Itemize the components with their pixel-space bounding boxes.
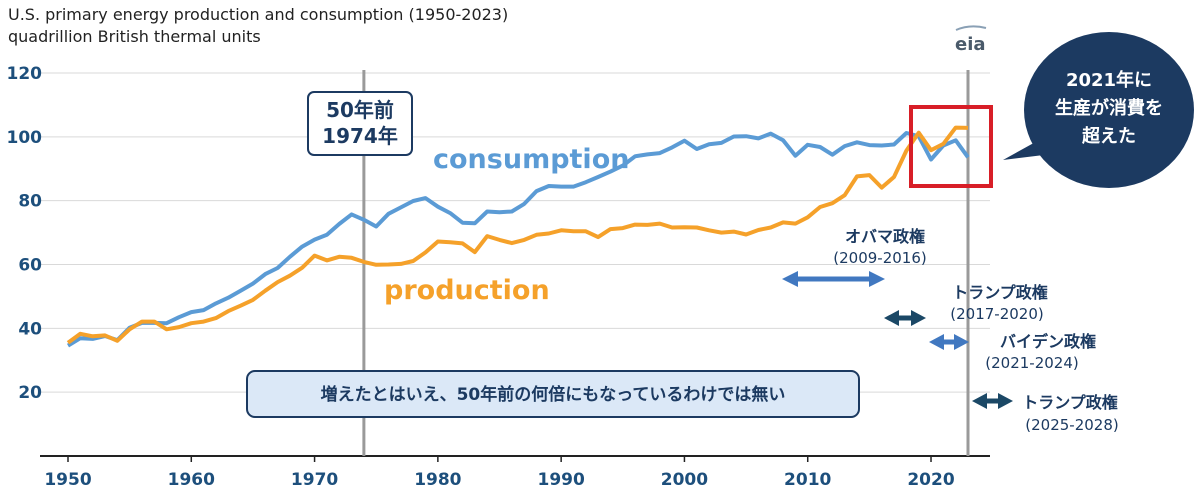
callout-bubble: 2021年に 生産が消費を 超えた <box>1003 32 1194 188</box>
fifty-years-ago-line2: 1974年 <box>322 124 398 148</box>
chart-title: U.S. primary energy production and consu… <box>8 5 508 24</box>
fifty-years-ago-line1: 50年前 <box>326 98 394 122</box>
era-trump-1: トランプ政権 (2017-2020) <box>884 283 1048 326</box>
x-tick-label: 1980 <box>414 470 461 490</box>
x-tick-label: 2010 <box>784 470 831 490</box>
y-tick-label: 60 <box>18 256 42 276</box>
era-years: (2021-2024) <box>985 354 1078 372</box>
y-tick-labels: 20 40 60 80 100 120 <box>7 64 43 403</box>
era-years: (2017-2020) <box>950 305 1043 323</box>
era-biden: バイデン政権 (2021-2024) <box>929 332 1096 372</box>
era-label: トランプ政権 <box>1022 393 1118 412</box>
series-label-consumption: consumption <box>433 144 629 175</box>
x-tick-labels: 1950 1960 1970 1980 1990 2000 2010 2020 <box>44 456 955 490</box>
fifty-years-ago-box: 50年前 1974年 <box>307 91 413 156</box>
era-arrow <box>782 271 885 287</box>
eia-logo-text: eia <box>955 34 986 55</box>
y-tick-label: 20 <box>18 383 42 403</box>
x-tick-label: 1990 <box>537 470 584 490</box>
y-tick-label: 80 <box>18 192 42 212</box>
era-arrow <box>972 393 1013 409</box>
era-years: (2025-2028) <box>1025 416 1118 434</box>
bottom-note-text: 増えたとはいえ、50年前の何倍にもなっているわけでは無い <box>321 384 786 405</box>
x-tick-label: 2020 <box>907 470 954 490</box>
callout-line3: 超えた <box>1082 125 1136 147</box>
era-trump-2: トランプ政権 (2025-2028) <box>972 393 1119 434</box>
era-arrow <box>929 334 969 350</box>
x-tick-label: 1950 <box>44 470 91 490</box>
chart-subtitle: quadrillion British thermal units <box>8 27 261 46</box>
callout-line2: 生産が消費を <box>1055 97 1163 119</box>
callout-line1: 2021年に <box>1066 69 1152 91</box>
era-years: (2009-2016) <box>833 249 926 267</box>
eia-logo: eia <box>955 25 987 55</box>
x-tick-label: 1960 <box>168 470 215 490</box>
series-line-consumption <box>66 131 970 348</box>
gridlines <box>40 72 990 457</box>
y-tick-label: 100 <box>7 128 43 148</box>
era-label: オバマ政権 <box>845 227 925 246</box>
series-line-production <box>66 125 969 345</box>
era-label: バイデン政権 <box>1000 332 1096 351</box>
era-arrow <box>884 310 926 326</box>
y-tick-label: 40 <box>18 319 42 339</box>
series-label-production: production <box>384 275 550 306</box>
era-label: トランプ政権 <box>952 283 1048 302</box>
era-obama: オバマ政権 (2009-2016) <box>782 227 927 287</box>
x-tick-label: 2000 <box>661 470 708 490</box>
highlight-box <box>909 105 993 188</box>
y-tick-label: 120 <box>7 64 43 84</box>
bottom-note: 増えたとはいえ、50年前の何倍にもなっているわけでは無い <box>246 370 860 418</box>
x-tick-label: 1970 <box>291 470 338 490</box>
